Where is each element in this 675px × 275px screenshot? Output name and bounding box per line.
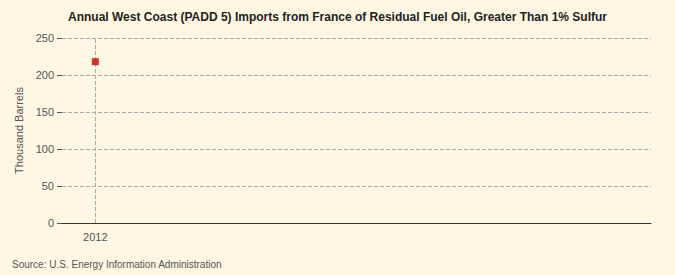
svg-text:2012: 2012 [83, 231, 107, 243]
svg-text:250: 250 [36, 32, 54, 44]
svg-text:Annual West Coast (PADD 5) Imp: Annual West Coast (PADD 5) Imports from … [68, 10, 607, 24]
svg-text:100: 100 [36, 143, 54, 155]
svg-text:Source: U.S. Energy Informatio: Source: U.S. Energy Information Administ… [12, 259, 222, 270]
svg-text:50: 50 [42, 180, 54, 192]
svg-text:0: 0 [48, 217, 54, 229]
svg-text:Thousand Barrels: Thousand Barrels [13, 87, 25, 174]
svg-text:200: 200 [36, 69, 54, 81]
svg-text:150: 150 [36, 106, 54, 118]
